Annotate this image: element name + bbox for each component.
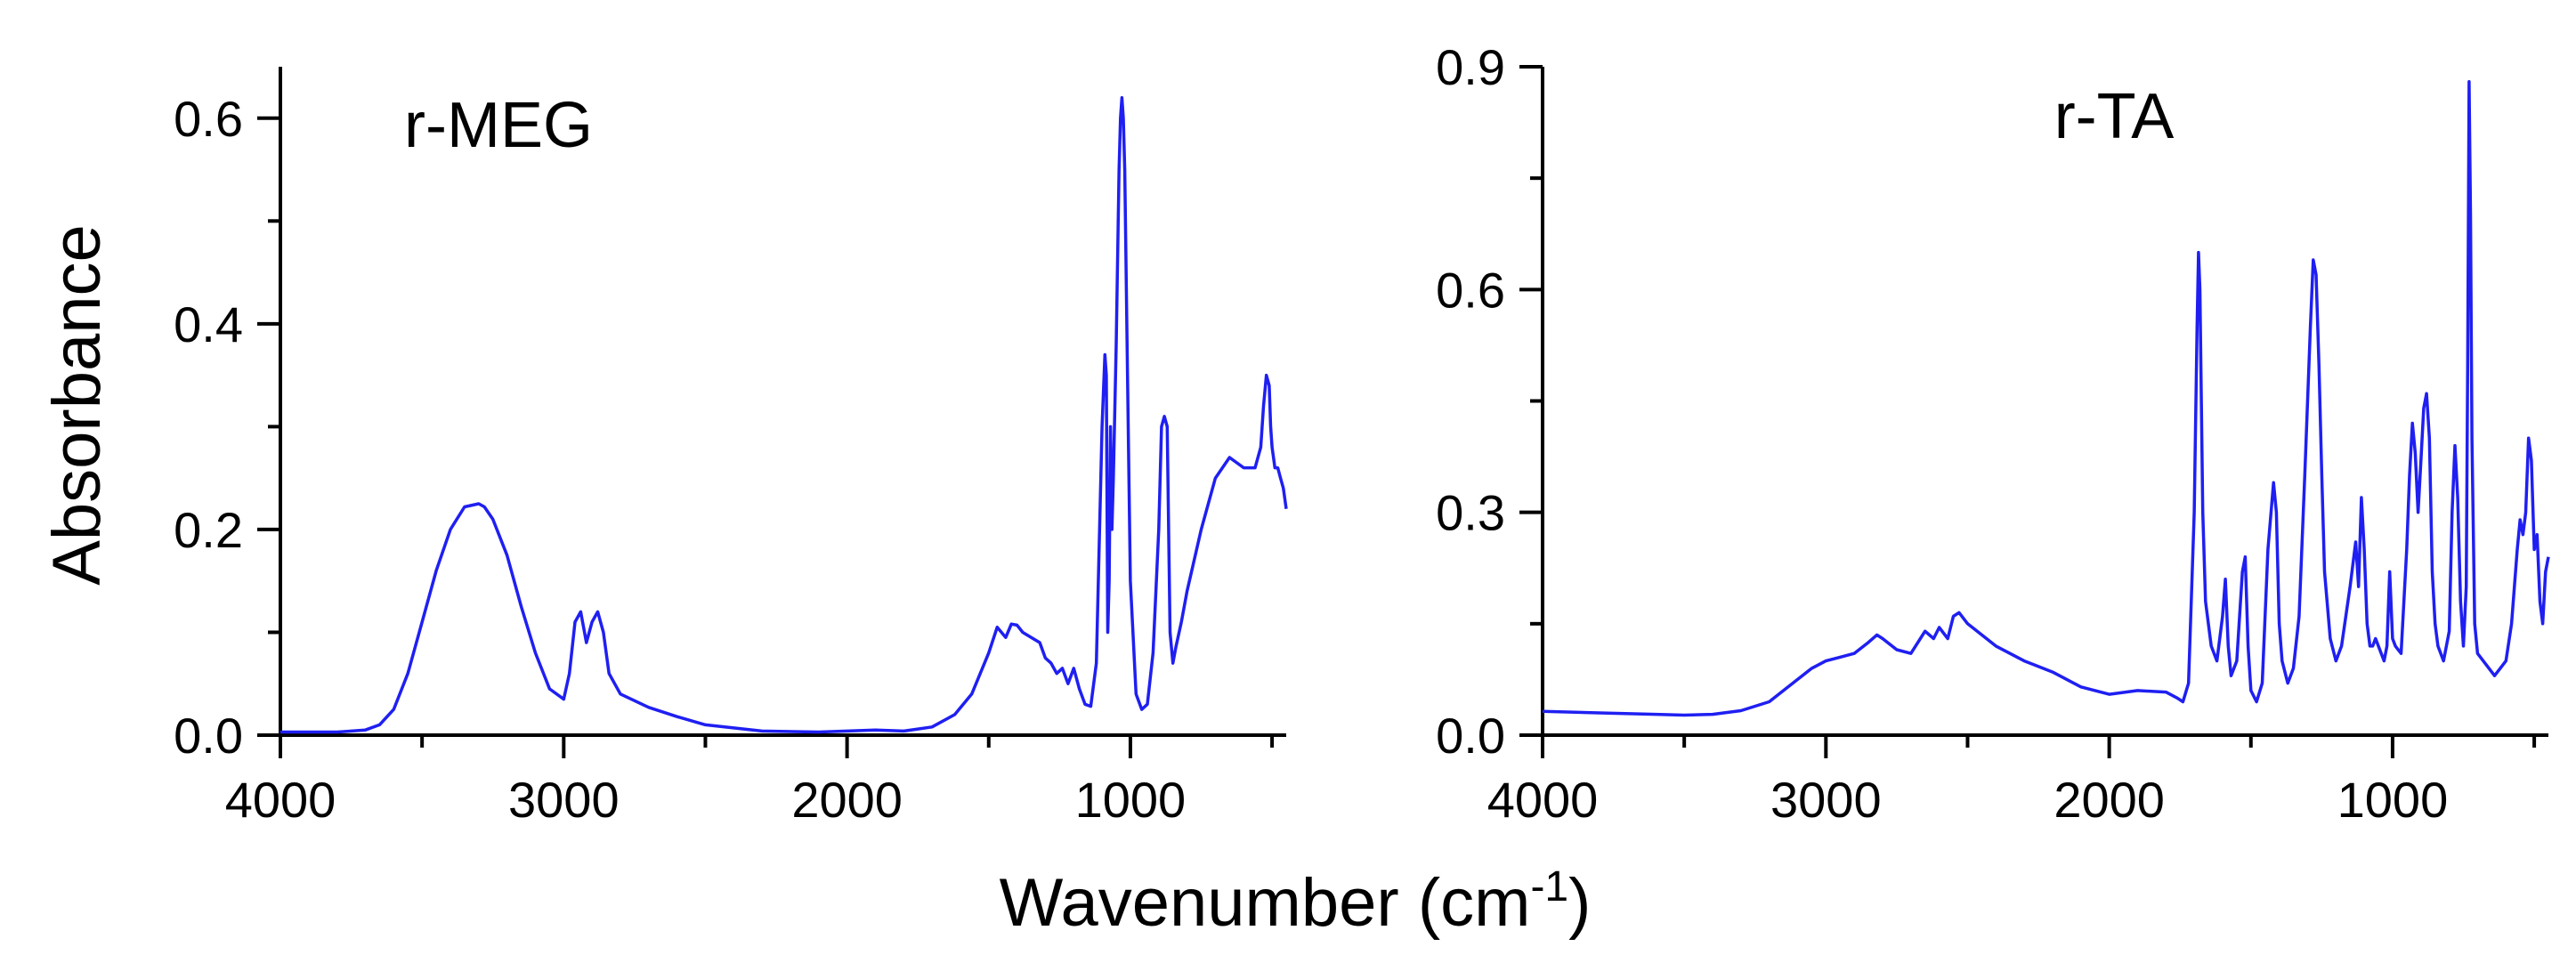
x-axis-title: Wavenumber (cm-1) <box>1000 863 1592 941</box>
r-meg-x-tick-label: 4000 <box>225 772 336 828</box>
r-ta-y-tick-label: 0.9 <box>1436 39 1505 95</box>
r-ta-x-tick-label: 2000 <box>2054 772 2165 828</box>
r-ta-x-tick-label: 1000 <box>2337 772 2449 828</box>
r-meg-x-tick-label: 2000 <box>791 772 903 828</box>
r-ta-y-tick-label: 0.0 <box>1436 708 1505 764</box>
r-ta-axes: 4000 3000 2000 1000 0.0 0.3 0.6 0.9 <box>1436 39 2548 828</box>
r-ta-spectrum-line <box>1542 79 2550 717</box>
x-axis-title-superscript: -1 <box>1530 863 1568 910</box>
r-meg-y-tick-label: 0.4 <box>174 296 243 352</box>
y-axis-title: Absorbance <box>39 224 115 586</box>
r-ta-panel-title: r-TA <box>2054 81 2175 152</box>
x-axis-title-close: ) <box>1568 865 1591 941</box>
r-meg-y-tick-label: 0.2 <box>174 502 243 558</box>
x-axis-title-main: Wavenumber (cm <box>1000 865 1531 941</box>
r-ta-x-tick-label: 3000 <box>1770 772 1882 828</box>
r-meg-axes: 4000 3000 2000 1000 0.0 0.2 0.4 0.6 <box>174 67 1286 828</box>
r-meg-panel-title: r-MEG <box>404 90 593 161</box>
r-ta-x-tick-label: 4000 <box>1487 772 1599 828</box>
r-ta-y-tick-label: 0.3 <box>1436 485 1505 541</box>
r-meg-spectrum-line <box>280 95 1288 734</box>
r-meg-y-tick-label: 0.0 <box>174 708 243 764</box>
r-ta-panel: 4000 3000 2000 1000 0.0 0.3 0.6 0.9 r-TA <box>1436 39 2550 828</box>
r-meg-y-tick-label: 0.6 <box>174 91 243 147</box>
r-meg-x-tick-label: 3000 <box>508 772 620 828</box>
r-meg-x-tick-label: 1000 <box>1075 772 1187 828</box>
r-meg-panel: 4000 3000 2000 1000 0.0 0.2 0.4 0.6 r-MEG <box>174 67 1288 828</box>
r-ta-y-tick-label: 0.6 <box>1436 262 1505 318</box>
